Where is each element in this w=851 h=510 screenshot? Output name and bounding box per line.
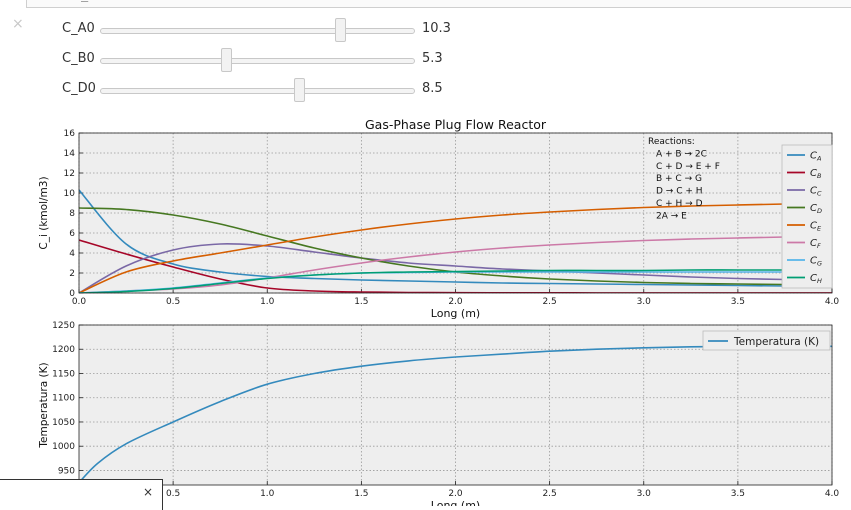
x-tick-label: 0.5 — [166, 489, 180, 499]
series-line — [79, 243, 832, 293]
slider-track[interactable] — [100, 28, 415, 34]
chart-title: Gas-Phase Plug Flow Reactor — [365, 117, 547, 132]
x-tick-label: 2.0 — [448, 297, 463, 307]
legend-label: Temperatura (K) — [733, 336, 819, 348]
x-tick-label: 0.0 — [72, 297, 87, 307]
slider-handle[interactable] — [335, 18, 346, 42]
close-panel-icon[interactable]: × — [142, 485, 153, 499]
legend-label: CA — [810, 151, 821, 163]
x-tick-label: 4.0 — [825, 489, 840, 499]
y-tick-label: 12 — [64, 169, 75, 179]
x-axis-label: Long (m) — [431, 307, 480, 320]
y-tick-label: 1250 — [52, 321, 75, 331]
close-widget-icon[interactable]: × — [12, 16, 24, 32]
x-tick-label: 4.0 — [825, 297, 840, 307]
legend-label: CH — [810, 273, 822, 285]
slider-label: C_A0 — [62, 21, 95, 36]
y-tick-label: 4 — [69, 249, 75, 259]
slider-track[interactable] — [100, 58, 415, 64]
reactions-annotation-line: C + H → D — [656, 199, 703, 209]
series-line — [79, 269, 832, 293]
x-axis-label: Long (m) — [431, 499, 480, 506]
reactions-annotation-line: D → C + H — [656, 187, 703, 197]
previous-cell-output: _ — [26, 0, 851, 8]
x-tick-label: 2.5 — [542, 489, 556, 499]
x-tick-label: 1.5 — [354, 297, 368, 307]
series-line — [79, 189, 832, 287]
y-tick-label: 2 — [69, 269, 75, 279]
reactions-annotation-line: A + B → 2C — [656, 149, 707, 159]
x-tick-label: 2.0 — [448, 489, 463, 499]
y-tick-label: 16 — [64, 129, 76, 139]
legend-label: CF — [810, 238, 821, 250]
reactions-annotation-line: B + C → G — [656, 174, 702, 184]
x-tick-label: 3.5 — [731, 297, 745, 307]
slider-handle[interactable] — [221, 48, 232, 72]
reactions-annotation-line: 2A → E — [656, 211, 687, 221]
slider-label: C_B0 — [62, 51, 95, 66]
series-line — [79, 345, 832, 484]
legend-box — [781, 144, 833, 289]
slider-c-d0[interactable]: C_D0 8.5 — [0, 78, 500, 102]
x-tick-label: 1.0 — [260, 297, 275, 307]
x-tick-label: 0.5 — [166, 297, 180, 307]
slider-c-b0[interactable]: C_B0 5.3 — [0, 48, 500, 72]
y-tick-label: 14 — [64, 149, 76, 159]
y-tick-label: 1000 — [52, 442, 75, 452]
y-tick-label: 950 — [58, 466, 75, 476]
y-tick-label: 1100 — [52, 394, 75, 404]
x-tick-label: 1.5 — [354, 489, 368, 499]
reactions-annotation-line: Reactions: — [648, 137, 695, 147]
x-tick-label: 3.0 — [637, 297, 652, 307]
y-axis-label: Temperatura (K) — [38, 362, 50, 448]
series-line — [79, 202, 832, 293]
code-fragment: _ — [81, 0, 88, 2]
legend-label: CC — [810, 186, 822, 198]
floating-panel: × — [0, 479, 163, 510]
y-tick-label: 6 — [69, 229, 75, 239]
slider-value: 8.5 — [422, 81, 443, 96]
slider-track[interactable] — [100, 88, 415, 94]
y-tick-label: 8 — [69, 209, 75, 219]
reactions-annotation-line: C + D → E + F — [656, 162, 720, 172]
slider-c-a0[interactable]: C_A0 10.3 — [0, 18, 500, 42]
x-tick-label: 2.5 — [542, 297, 556, 307]
legend-box — [702, 330, 831, 351]
legend-label: CB — [810, 168, 822, 180]
y-tick-label: 0 — [69, 289, 75, 299]
legend-label: CE — [810, 221, 822, 233]
x-tick-label: 3.5 — [731, 489, 745, 499]
y-axis-label: C_i (kmol/m3) — [38, 176, 50, 249]
slider-label: C_D0 — [62, 81, 96, 96]
series-line — [79, 235, 832, 293]
y-tick-label: 1050 — [52, 418, 75, 428]
x-tick-label: 3.0 — [637, 489, 652, 499]
slider-value: 10.3 — [422, 21, 451, 36]
y-tick-label: 1200 — [52, 345, 75, 355]
slider-value: 5.3 — [422, 51, 443, 66]
x-tick-label: 1.0 — [260, 489, 275, 499]
y-tick-label: 1150 — [52, 369, 75, 379]
y-tick-label: 10 — [64, 189, 76, 199]
slider-handle[interactable] — [294, 78, 305, 102]
plot-frame — [78, 324, 833, 486]
